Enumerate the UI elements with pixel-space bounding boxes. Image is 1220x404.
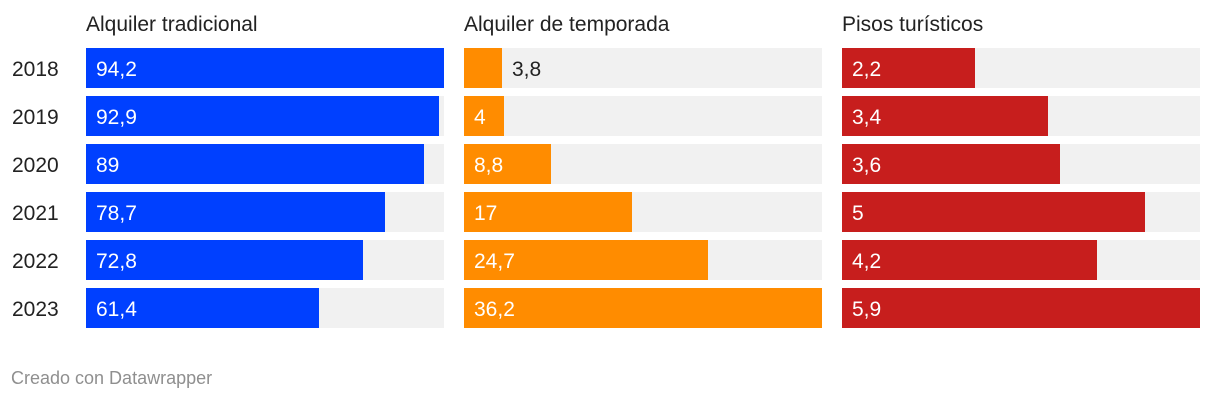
bar-alquiler-de-temporada-2022 (464, 240, 708, 280)
column-title-alquiler-tradicional: Alquiler tradicional (86, 13, 258, 36)
bar-track (464, 96, 822, 136)
value-label-alquiler-tradicional-2023: 61,4 (96, 298, 137, 321)
bar-alquiler-tradicional-2022 (86, 240, 363, 280)
bar-alquiler-de-temporada-2021 (464, 192, 632, 232)
column-title-pisos-turisticos: Pisos turísticos (842, 13, 983, 36)
bar-alquiler-tradicional-2023 (86, 288, 319, 328)
value-label-alquiler-tradicional-2022: 72,8 (96, 250, 137, 273)
value-label-alquiler-de-temporada-2018: 3,8 (512, 58, 541, 81)
value-label-alquiler-de-temporada-2022: 24,7 (474, 250, 515, 273)
year-label-2023: 2023 (12, 298, 59, 321)
year-label-2019: 2019 (12, 106, 59, 129)
bar-alquiler-de-temporada-2023 (464, 288, 822, 328)
column-title-alquiler-de-temporada: Alquiler de temporada (464, 13, 670, 36)
year-label-2021: 2021 (12, 202, 59, 225)
bar-alquiler-tradicional-2018 (86, 48, 444, 88)
bar-pisos-turisticos-2019 (842, 96, 1048, 136)
bar-alquiler-tradicional-2020 (86, 144, 424, 184)
bar-alquiler-de-temporada-2019 (464, 96, 504, 136)
value-label-alquiler-tradicional-2021: 78,7 (96, 202, 137, 225)
bar-track (464, 48, 822, 88)
value-label-pisos-turisticos-2020: 3,6 (852, 154, 881, 177)
bar-pisos-turisticos-2023 (842, 288, 1200, 328)
value-label-pisos-turisticos-2023: 5,9 (852, 298, 881, 321)
value-label-pisos-turisticos-2021: 5 (852, 202, 864, 225)
bar-pisos-turisticos-2022 (842, 240, 1097, 280)
value-label-alquiler-tradicional-2019: 92,9 (96, 106, 137, 129)
year-label-2018: 2018 (12, 58, 59, 81)
value-label-alquiler-tradicional-2020: 89 (96, 154, 119, 177)
value-label-alquiler-de-temporada-2019: 4 (474, 106, 486, 129)
bar-chart: 2018 2019 2020 2021 2022 2023 Alquiler tradici… (12, 13, 1200, 328)
value-label-alquiler-de-temporada-2023: 36,2 (474, 298, 515, 321)
bar-alquiler-de-temporada-2020 (464, 144, 551, 184)
bar-alquiler-tradicional-2019 (86, 96, 439, 136)
value-label-alquiler-de-temporada-2021: 17 (474, 202, 497, 225)
value-label-pisos-turisticos-2018: 2,2 (852, 58, 881, 81)
bar-pisos-turisticos-2020 (842, 144, 1060, 184)
value-label-pisos-turisticos-2022: 4,2 (852, 250, 881, 273)
bar-alquiler-tradicional-2021 (86, 192, 385, 232)
value-label-alquiler-de-temporada-2020: 8,8 (474, 154, 503, 177)
year-label-2022: 2022 (12, 250, 59, 273)
bar-alquiler-de-temporada-2018 (464, 48, 502, 88)
year-label-2020: 2020 (12, 154, 59, 177)
bar-pisos-turisticos-2021 (842, 192, 1145, 232)
value-label-alquiler-tradicional-2018: 94,2 (96, 58, 137, 81)
footer-credit: Creado con Datawrapper (11, 368, 213, 388)
value-label-pisos-turisticos-2019: 3,4 (852, 106, 882, 129)
bar-pisos-turisticos-2018 (842, 48, 975, 88)
